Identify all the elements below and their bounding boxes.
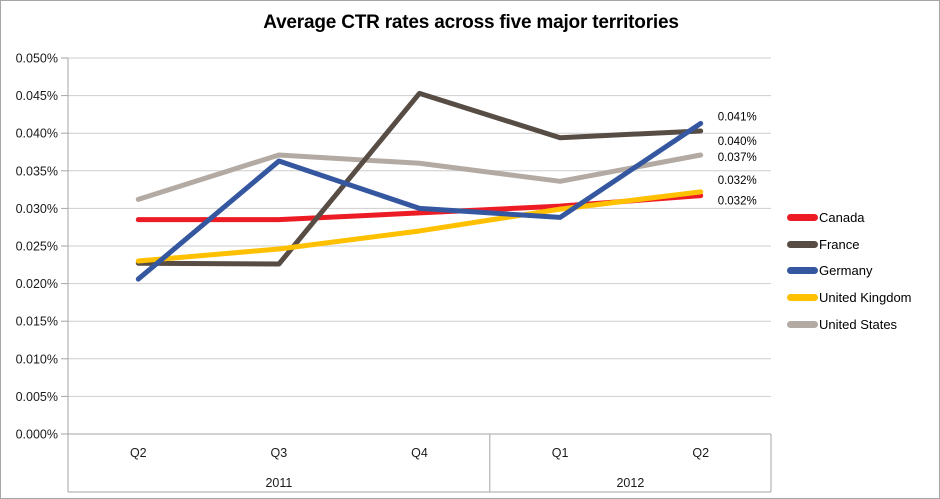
legend-label: Canada (819, 209, 865, 225)
y-axis-label: 0.045% (16, 89, 58, 103)
x-axis-quarter-label: Q1 (552, 446, 569, 460)
y-axis-label: 0.030% (16, 202, 58, 216)
y-axis-label: 0.020% (16, 277, 58, 291)
legend-item-germany[interactable]: Germany (787, 258, 912, 285)
data-label-france: 0.040% (718, 136, 757, 148)
x-axis-quarter-label: Q2 (130, 446, 147, 460)
series-line-germany[interactable] (135, 120, 704, 282)
y-axis-label: 0.050% (16, 52, 58, 66)
y-axis-label: 0.035% (16, 164, 58, 178)
legend-item-united-kingdom[interactable]: United Kingdom (787, 284, 912, 311)
y-axis-label: 0.040% (16, 127, 58, 141)
legend-swatch-france (787, 240, 818, 248)
legend-label: Germany (819, 263, 873, 279)
series-line-united-kingdom[interactable] (135, 189, 704, 264)
data-label-canada: 0.032% (718, 196, 757, 208)
legend-item-france[interactable]: France (787, 231, 912, 258)
legend-item-canada[interactable]: Canada (787, 204, 912, 231)
y-axis-label: 0.000% (16, 428, 58, 442)
legend: Canada France Germany United Kingdom United … (787, 204, 912, 338)
y-axis-label: 0.015% (16, 315, 58, 329)
y-axis-label: 0.005% (16, 390, 58, 404)
data-label-united-kingdom: 0.032% (718, 175, 757, 187)
series-line-france[interactable] (135, 90, 704, 267)
y-axis-label: 0.025% (16, 240, 58, 254)
legend-label: France (819, 236, 860, 252)
x-axis-year-label: 2011 (265, 476, 292, 490)
data-label-germany: 0.041% (718, 111, 757, 123)
legend-label: United States (819, 317, 898, 333)
legend-label: United Kingdom (819, 290, 912, 306)
x-axis-year-label: 2012 (616, 476, 644, 490)
legend-swatch-united-kingdom (787, 294, 818, 302)
legend-swatch-united-states (787, 321, 818, 329)
legend-item-united-states[interactable]: United States (787, 311, 912, 338)
legend-swatch-germany (787, 267, 818, 275)
y-axis-label: 0.010% (16, 352, 58, 366)
data-label-united-states: 0.037% (718, 152, 757, 164)
x-axis-quarter-label: Q2 (692, 446, 709, 460)
chart-title: Average CTR rates across five major terr… (263, 12, 679, 33)
x-axis-quarter-label: Q3 (271, 446, 288, 460)
x-axis-quarter-label: Q4 (411, 446, 428, 460)
legend-swatch-canada (787, 213, 818, 221)
series-line-united-states[interactable] (135, 152, 704, 202)
